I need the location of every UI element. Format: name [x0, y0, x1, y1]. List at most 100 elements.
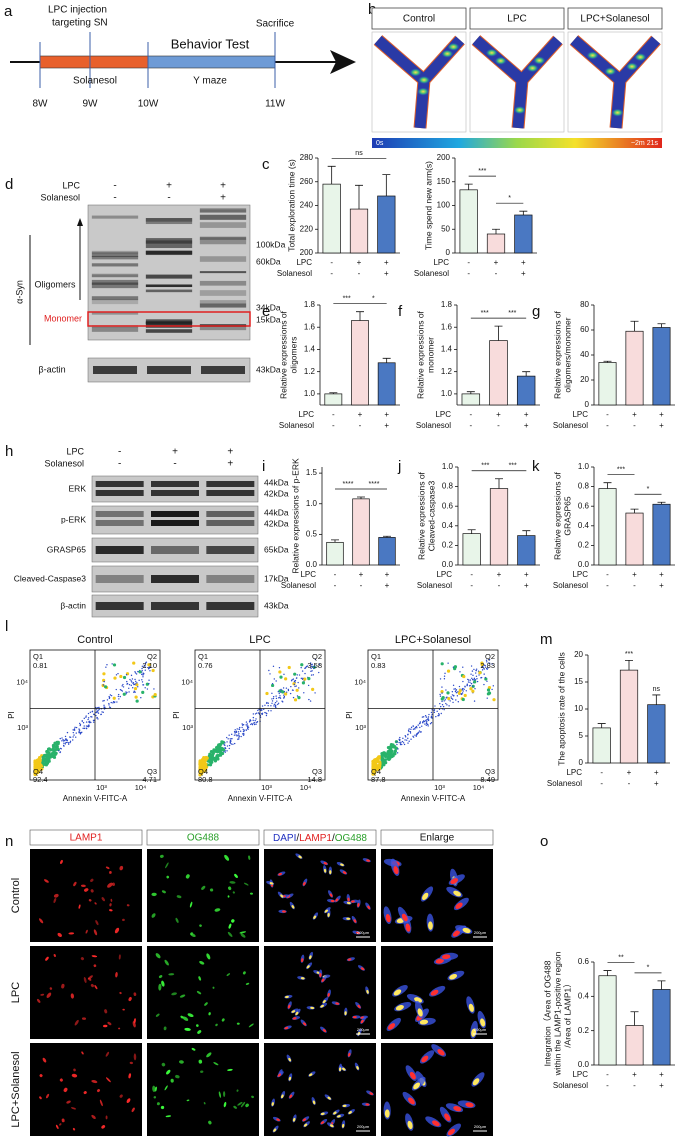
event-dot	[242, 732, 245, 735]
event-dot	[106, 664, 108, 666]
event-dot	[381, 761, 385, 765]
treatment-sign: -	[633, 1081, 636, 1090]
event-dot	[126, 680, 128, 683]
treatment-label: Solanesol	[40, 192, 80, 202]
event-dot	[318, 663, 321, 666]
event-dot	[415, 725, 418, 728]
event-dot	[65, 741, 67, 744]
heat-spot	[526, 64, 539, 73]
y-tick-label: 50	[441, 224, 450, 233]
blot-band	[91, 215, 139, 219]
treatment-sign: -	[359, 421, 362, 430]
event-dot	[433, 711, 436, 714]
event-dot	[247, 726, 250, 728]
event-dot	[283, 694, 285, 696]
y-tick-label: 0.2	[578, 541, 590, 550]
event-dot	[424, 723, 426, 725]
colocalization	[340, 863, 344, 867]
event-dot	[51, 747, 55, 751]
cell-signal	[39, 1096, 42, 1100]
y-axis-label: PI	[345, 711, 354, 719]
cell-signal	[161, 890, 166, 894]
colocalization	[360, 967, 365, 971]
quadrant-name: Q2	[147, 652, 157, 661]
y-tick-label: 20	[580, 375, 589, 384]
event-dot	[108, 704, 110, 706]
event-dot	[419, 721, 422, 723]
significance-label: ****	[343, 481, 354, 488]
blot-band	[206, 481, 255, 487]
cell-signal	[107, 1021, 112, 1026]
event-dot	[486, 692, 491, 696]
event-dot	[478, 674, 480, 676]
treatment-sign: -	[606, 570, 609, 579]
event-dot	[267, 705, 269, 707]
error-bar	[466, 391, 475, 394]
bar	[377, 195, 396, 254]
event-dot	[295, 688, 299, 692]
event-dot	[69, 736, 72, 739]
blot-band	[95, 511, 144, 517]
event-dot	[297, 696, 301, 700]
cell-signal	[218, 1091, 222, 1098]
event-dot	[66, 739, 69, 742]
treatment-sign: +	[659, 570, 664, 579]
event-dot	[261, 705, 264, 707]
event-dot	[446, 669, 451, 673]
bar	[625, 1025, 644, 1066]
y-tick-label: 0.6	[578, 501, 590, 510]
cell-signal	[206, 1052, 212, 1058]
event-dot	[61, 737, 63, 739]
event-dot	[117, 695, 120, 698]
event-dot	[377, 755, 381, 759]
arm-label: New	[628, 42, 643, 49]
treatment-sign: -	[332, 410, 335, 419]
quadrant-name: Q1	[198, 652, 208, 661]
event-dot	[204, 765, 208, 770]
event-dot	[279, 695, 281, 697]
treatment-sign: +	[220, 193, 226, 204]
cell-signal	[160, 1105, 165, 1110]
treatment-sign: -	[118, 447, 121, 458]
y-axis-label: PI	[7, 711, 16, 719]
bar	[378, 537, 396, 566]
cell-signal	[179, 994, 186, 998]
y-axis-label: Cleaved-caspase3	[426, 481, 436, 552]
event-dot	[310, 664, 313, 666]
cell-signal	[229, 881, 236, 884]
cell-signal	[101, 1125, 106, 1129]
event-dot	[144, 687, 146, 689]
bar	[647, 704, 666, 764]
event-dot	[285, 687, 288, 689]
event-dot	[114, 701, 116, 703]
event-dot	[85, 721, 88, 723]
event-dot	[69, 741, 71, 744]
colocalization	[300, 977, 305, 980]
event-dot	[47, 758, 51, 762]
event-dot	[464, 686, 466, 688]
event-dot	[488, 662, 490, 664]
blot-band	[151, 490, 199, 496]
colocalization	[282, 910, 286, 913]
error-bar	[657, 501, 666, 505]
colocalization	[341, 1123, 345, 1128]
event-dot	[476, 678, 478, 680]
event-dot	[292, 689, 294, 691]
panel-letter: d	[5, 176, 13, 193]
colocalization	[346, 917, 351, 920]
event-dot	[459, 671, 461, 673]
event-dot	[132, 682, 135, 684]
colocalization	[309, 955, 312, 960]
event-dot	[439, 702, 441, 705]
bar	[598, 488, 617, 566]
cell-signal	[63, 1087, 68, 1092]
event-dot	[218, 753, 223, 757]
cell-signal	[198, 1059, 203, 1064]
y-axis-label: /Area of LAMP1）	[562, 979, 572, 1048]
cell-signal	[118, 1027, 121, 1030]
cell-signal	[109, 909, 113, 912]
cell-signal	[164, 959, 169, 966]
blot-band	[201, 366, 245, 374]
column-header	[29, 829, 143, 846]
heat-spot	[586, 51, 599, 60]
